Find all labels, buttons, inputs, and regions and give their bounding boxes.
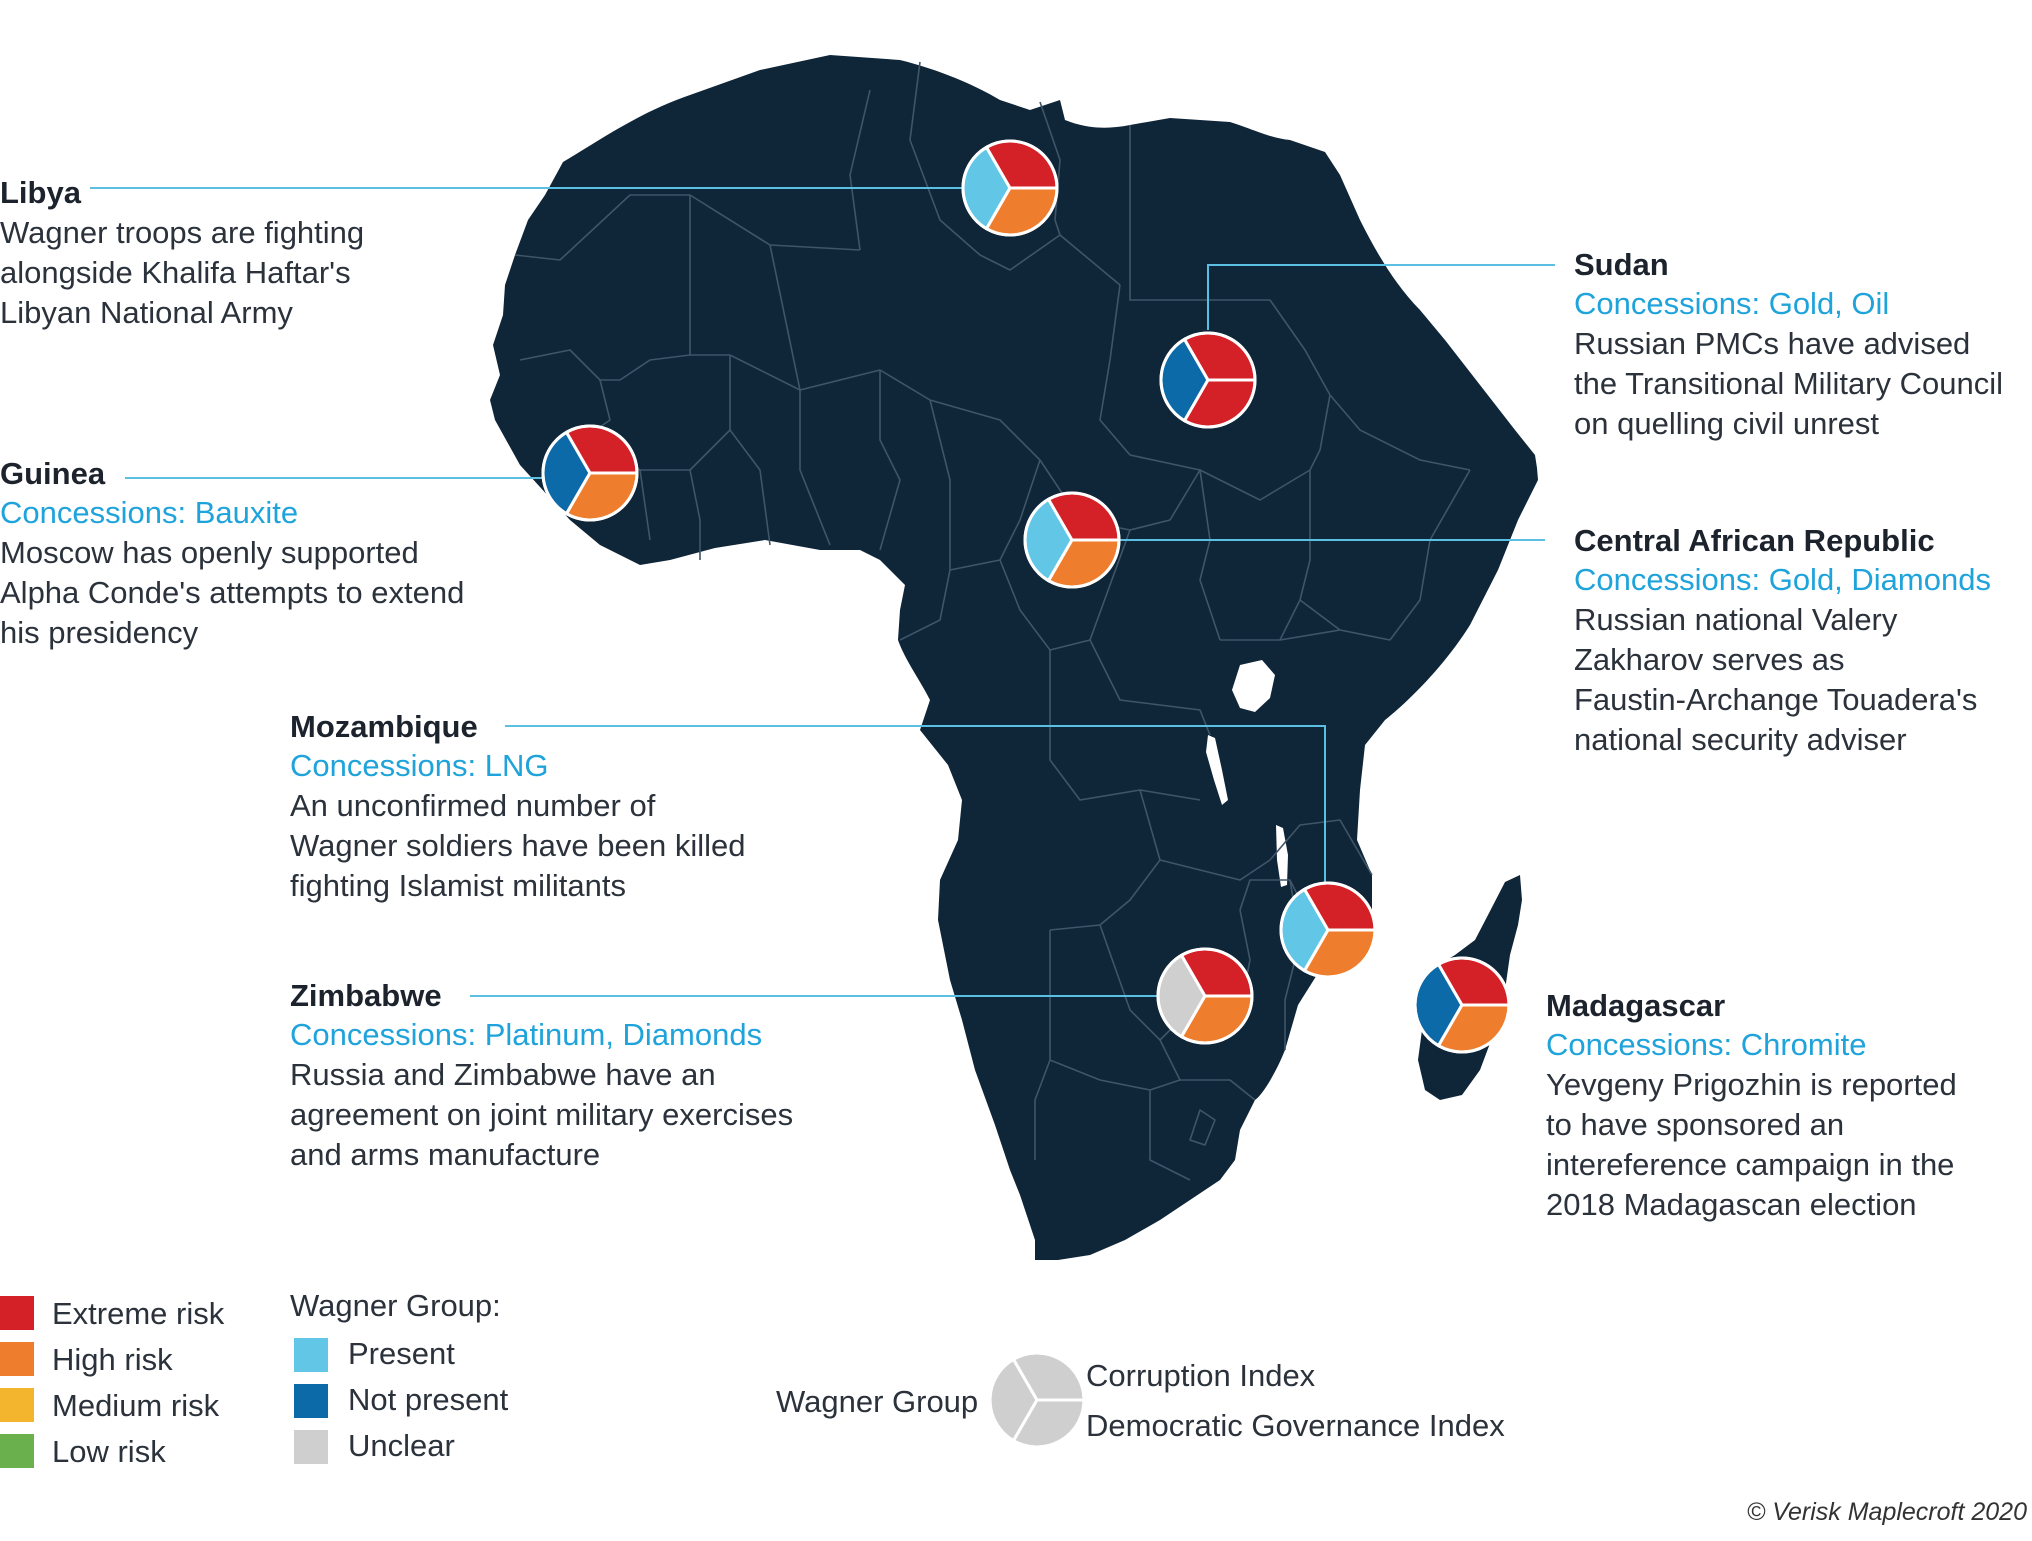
callout-title: Central African Republic — [1574, 523, 1935, 558]
legend-label: Unclear — [348, 1428, 455, 1463]
legend-risk: Extreme risk High risk Medium risk Low r… — [0, 1296, 225, 1469]
legend-label: High risk — [52, 1342, 173, 1377]
callout-line: 2018 Madagascan election — [1546, 1187, 1917, 1222]
pie-outline — [961, 139, 1059, 237]
legend-swatch-medium — [0, 1388, 34, 1422]
callout-line: Alpha Conde's attempts to extend — [0, 575, 464, 610]
callout-line: Russia and Zimbabwe have an — [290, 1057, 716, 1092]
lake-tanganyika — [1206, 735, 1228, 805]
callout-concessions: Concessions: Chromite — [1546, 1027, 1866, 1062]
callout-zimbabwe: Zimbabwe Concessions: Platinum, Diamonds… — [290, 978, 793, 1172]
legend-label: Not present — [348, 1382, 509, 1417]
callout-title: Sudan — [1574, 247, 1669, 282]
pie-outline — [1413, 956, 1511, 1054]
pie-sudan — [1159, 331, 1257, 429]
callout-line: agreement on joint military exercises — [290, 1097, 793, 1132]
callout-concessions: Concessions: Bauxite — [0, 495, 298, 530]
legend-label: Medium risk — [52, 1388, 220, 1423]
legend-title: Wagner Group: — [290, 1288, 501, 1323]
lake-malawi — [1276, 825, 1288, 887]
callout-libya: Libya Wagner troops are fighting alongsi… — [0, 175, 364, 330]
legend-swatch-present — [294, 1338, 328, 1372]
risk-pies — [541, 139, 1511, 1054]
pie-libya — [961, 139, 1059, 237]
key-wagner-label: Wagner Group — [776, 1384, 978, 1419]
callout-title: Libya — [0, 175, 82, 210]
callout-mozambique: Mozambique Concessions: LNG An unconfirm… — [290, 709, 746, 903]
callout-line: intereference campaign in the — [1546, 1147, 1954, 1182]
pie-outline — [1156, 947, 1254, 1045]
leader-line-sudan — [1207, 264, 1555, 330]
callout-line: fighting Islamist militants — [290, 868, 626, 903]
key-governance-label: Democratic Governance Index — [1086, 1408, 1505, 1443]
legend-swatch-unclear — [294, 1430, 328, 1464]
callout-line: Russian PMCs have advised — [1574, 326, 1970, 361]
legend-swatch-low — [0, 1434, 34, 1468]
callout-line: his presidency — [0, 615, 199, 650]
pie-car — [1023, 491, 1121, 589]
legend-wagner: Wagner Group: Present Not present Unclea… — [290, 1288, 509, 1464]
callout-line: Russian national Valery — [1574, 602, 1898, 637]
lake-victoria — [1232, 660, 1275, 712]
callout-line: and arms manufacture — [290, 1137, 600, 1172]
pie-outline — [1159, 331, 1257, 429]
callout-line: the Transitional Military Council — [1574, 366, 2003, 401]
callout-title: Mozambique — [290, 709, 478, 744]
callout-car: Central African Republic Concessions: Go… — [1574, 523, 1991, 757]
callout-line: Libyan National Army — [0, 295, 293, 330]
callout-line: Zakharov serves as — [1574, 642, 1845, 677]
legend-swatch-high — [0, 1342, 34, 1376]
key-corruption-label: Corruption Index — [1086, 1358, 1316, 1393]
legend-swatch-not-present — [294, 1384, 328, 1418]
callout-concessions: Concessions: Gold, Oil — [1574, 286, 1889, 321]
callout-line: Yevgeny Prigozhin is reported — [1546, 1067, 1957, 1102]
callout-title: Zimbabwe — [290, 978, 442, 1013]
callout-concessions: Concessions: LNG — [290, 748, 548, 783]
legend-pie-key: Wagner Group Corruption Index Democratic… — [776, 1351, 1505, 1449]
callout-madagascar: Madagascar Concessions: Chromite Yevgeny… — [1546, 988, 1957, 1222]
callout-line: on quelling civil unrest — [1574, 406, 1879, 441]
pie-madagascar — [1413, 956, 1511, 1054]
callout-sudan: Sudan Concessions: Gold, Oil Russian PMC… — [1574, 247, 2003, 441]
pie-zimbabwe — [1156, 947, 1254, 1045]
callout-line: to have sponsored an — [1546, 1107, 1844, 1142]
callout-guinea: Guinea Concessions: Bauxite Moscow has o… — [0, 456, 464, 650]
callout-line: Wagner soldiers have been killed — [290, 828, 746, 863]
callout-line: Moscow has openly supported — [0, 535, 419, 570]
callout-title: Madagascar — [1546, 988, 1725, 1023]
pie-outline — [1023, 491, 1121, 589]
callout-line: Faustin-Archange Touadera's — [1574, 682, 1977, 717]
legend-label: Low risk — [52, 1434, 166, 1469]
pie-outline — [988, 1351, 1086, 1449]
legend-label: Present — [348, 1336, 455, 1371]
africa-continent — [490, 55, 1538, 1260]
key-pie — [988, 1351, 1086, 1449]
pie-outline — [1279, 881, 1377, 979]
callout-line: An unconfirmed number of — [290, 788, 656, 823]
callout-concessions: Concessions: Platinum, Diamonds — [290, 1017, 762, 1052]
leader-lines — [90, 187, 1555, 997]
pie-mozambique — [1279, 881, 1377, 979]
pie-guinea — [541, 424, 639, 522]
callout-concessions: Concessions: Gold, Diamonds — [1574, 562, 1991, 597]
callout-line: Wagner troops are fighting — [0, 215, 364, 250]
leader-line-mozambique — [505, 725, 1326, 890]
callout-line: national security adviser — [1574, 722, 1907, 757]
legend-swatch-extreme — [0, 1296, 34, 1330]
credit: © Verisk Maplecroft 2020 — [1747, 1498, 2027, 1526]
pie-outline — [541, 424, 639, 522]
callout-title: Guinea — [0, 456, 106, 491]
callout-line: alongside Khalifa Haftar's — [0, 255, 351, 290]
legend-label: Extreme risk — [52, 1296, 225, 1331]
